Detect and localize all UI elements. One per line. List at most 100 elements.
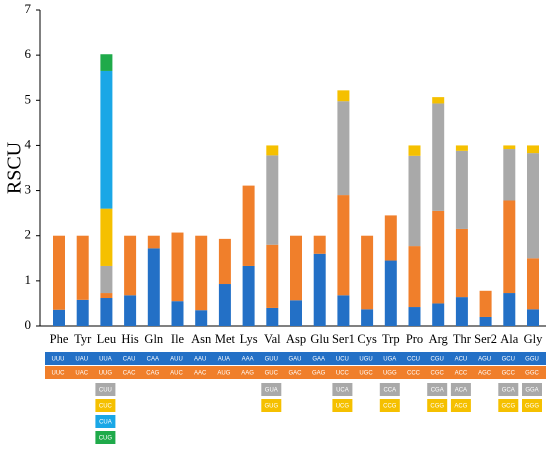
bar-segment [337, 90, 350, 102]
codon-label: CAA [147, 357, 159, 363]
codon-band [45, 366, 546, 379]
x-tick-label: Arg [429, 332, 449, 346]
codon-label: CUG [99, 436, 113, 442]
x-tick-label: Asn [191, 332, 212, 346]
y-tick-label: 1 [25, 272, 32, 287]
codon-label: ACU [455, 357, 468, 363]
codon-cell [498, 383, 519, 396]
codon-label: UCU [336, 357, 349, 363]
codon-label: CGA [431, 388, 444, 394]
codon-label: GCC [502, 371, 516, 377]
codon-cell [95, 431, 116, 444]
bar-segment [527, 145, 539, 154]
codon-label: AUA [218, 357, 230, 363]
codon-label: UCC [336, 371, 350, 377]
bar-segment [147, 248, 160, 326]
bar-segment [313, 235, 326, 254]
codon-label: CCC [407, 371, 421, 377]
bar-segment [171, 301, 184, 326]
x-tick-label: Tyr [74, 332, 92, 346]
codon-label: GGC [525, 371, 539, 377]
bar-segment [266, 307, 279, 326]
codon-label: AAG [241, 371, 254, 377]
codon-label: GUG [264, 404, 278, 410]
bar-segment [337, 101, 350, 196]
codon-label: AAC [194, 371, 207, 377]
bar-segment [527, 309, 539, 326]
bar-segment [455, 228, 468, 298]
bar-segment [171, 232, 184, 302]
codon-label: AGU [478, 357, 491, 363]
x-tick-label: Pro [406, 332, 423, 346]
bar-segment [100, 293, 113, 299]
bar-segment [503, 149, 516, 201]
bar-segment [100, 265, 113, 294]
bar-segment [479, 316, 492, 326]
x-tick-label: Met [215, 332, 236, 346]
bar-segment [147, 235, 160, 249]
x-tick-label: Leu [97, 332, 117, 346]
codon-label: UGA [383, 357, 396, 363]
codon-label: AUG [217, 371, 230, 377]
x-tick-label: Gly [524, 332, 544, 346]
codon-label: CAC [123, 371, 136, 377]
bar-segment [384, 260, 397, 326]
codon-cell [95, 415, 116, 428]
bar-segment [53, 235, 65, 310]
bar-segment [100, 54, 113, 71]
y-tick-label: 6 [25, 46, 32, 61]
bar-segment [195, 310, 208, 326]
codon-label: ACA [455, 388, 467, 394]
bar-segment [432, 103, 445, 211]
codon-label: CCG [383, 404, 397, 410]
codon-cell [95, 383, 116, 396]
codon-cell [427, 383, 448, 396]
codon-label: GAC [288, 371, 302, 377]
codon-label: UUC [52, 371, 66, 377]
codon-label: GCA [502, 388, 515, 394]
bar-segment [266, 155, 279, 245]
bar-segment [361, 309, 374, 326]
bar-segment [124, 235, 137, 296]
codon-label: UGG [383, 371, 397, 377]
bar-segment [503, 293, 516, 326]
bar-segment [242, 265, 255, 326]
bar-segment [432, 210, 445, 304]
x-tick-label: Ser1 [332, 332, 355, 346]
codon-label: CUA [99, 420, 112, 426]
bar-segment [266, 145, 279, 156]
bar-segment [455, 297, 468, 326]
bar-segment [408, 155, 421, 247]
bar-segment [384, 215, 397, 261]
bar-segment [361, 235, 374, 310]
bar-segment [290, 235, 302, 301]
codon-cell [261, 383, 282, 396]
codon-label: CCU [407, 357, 420, 363]
y-tick-label: 4 [25, 136, 32, 151]
y-tick-label: 7 [25, 1, 32, 16]
codon-label: CAG [146, 371, 159, 377]
bar-segment [76, 299, 89, 326]
bar-segment [455, 150, 468, 229]
codon-label: CGC [431, 371, 445, 377]
codon-cell [379, 399, 400, 412]
codon-cell [95, 399, 116, 412]
codon-label: UAC [75, 371, 88, 377]
x-tick-label: Cys [357, 332, 377, 346]
codon-label: CAU [123, 357, 136, 363]
codon-label: AAU [194, 357, 206, 363]
x-tick-label: Ala [500, 332, 519, 346]
bar-segment [218, 238, 231, 285]
codon-cell [450, 383, 471, 396]
codon-cell [450, 399, 471, 412]
codon-label: CCA [383, 388, 396, 394]
bar-segment [408, 307, 421, 326]
bar-segment [432, 303, 445, 326]
x-tick-label: Glu [310, 332, 330, 346]
bar-segment [124, 295, 137, 326]
codon-label: GAU [288, 357, 301, 363]
codon-label: GGA [525, 388, 538, 394]
codon-cell [522, 399, 542, 412]
codon-label: AGC [478, 371, 492, 377]
